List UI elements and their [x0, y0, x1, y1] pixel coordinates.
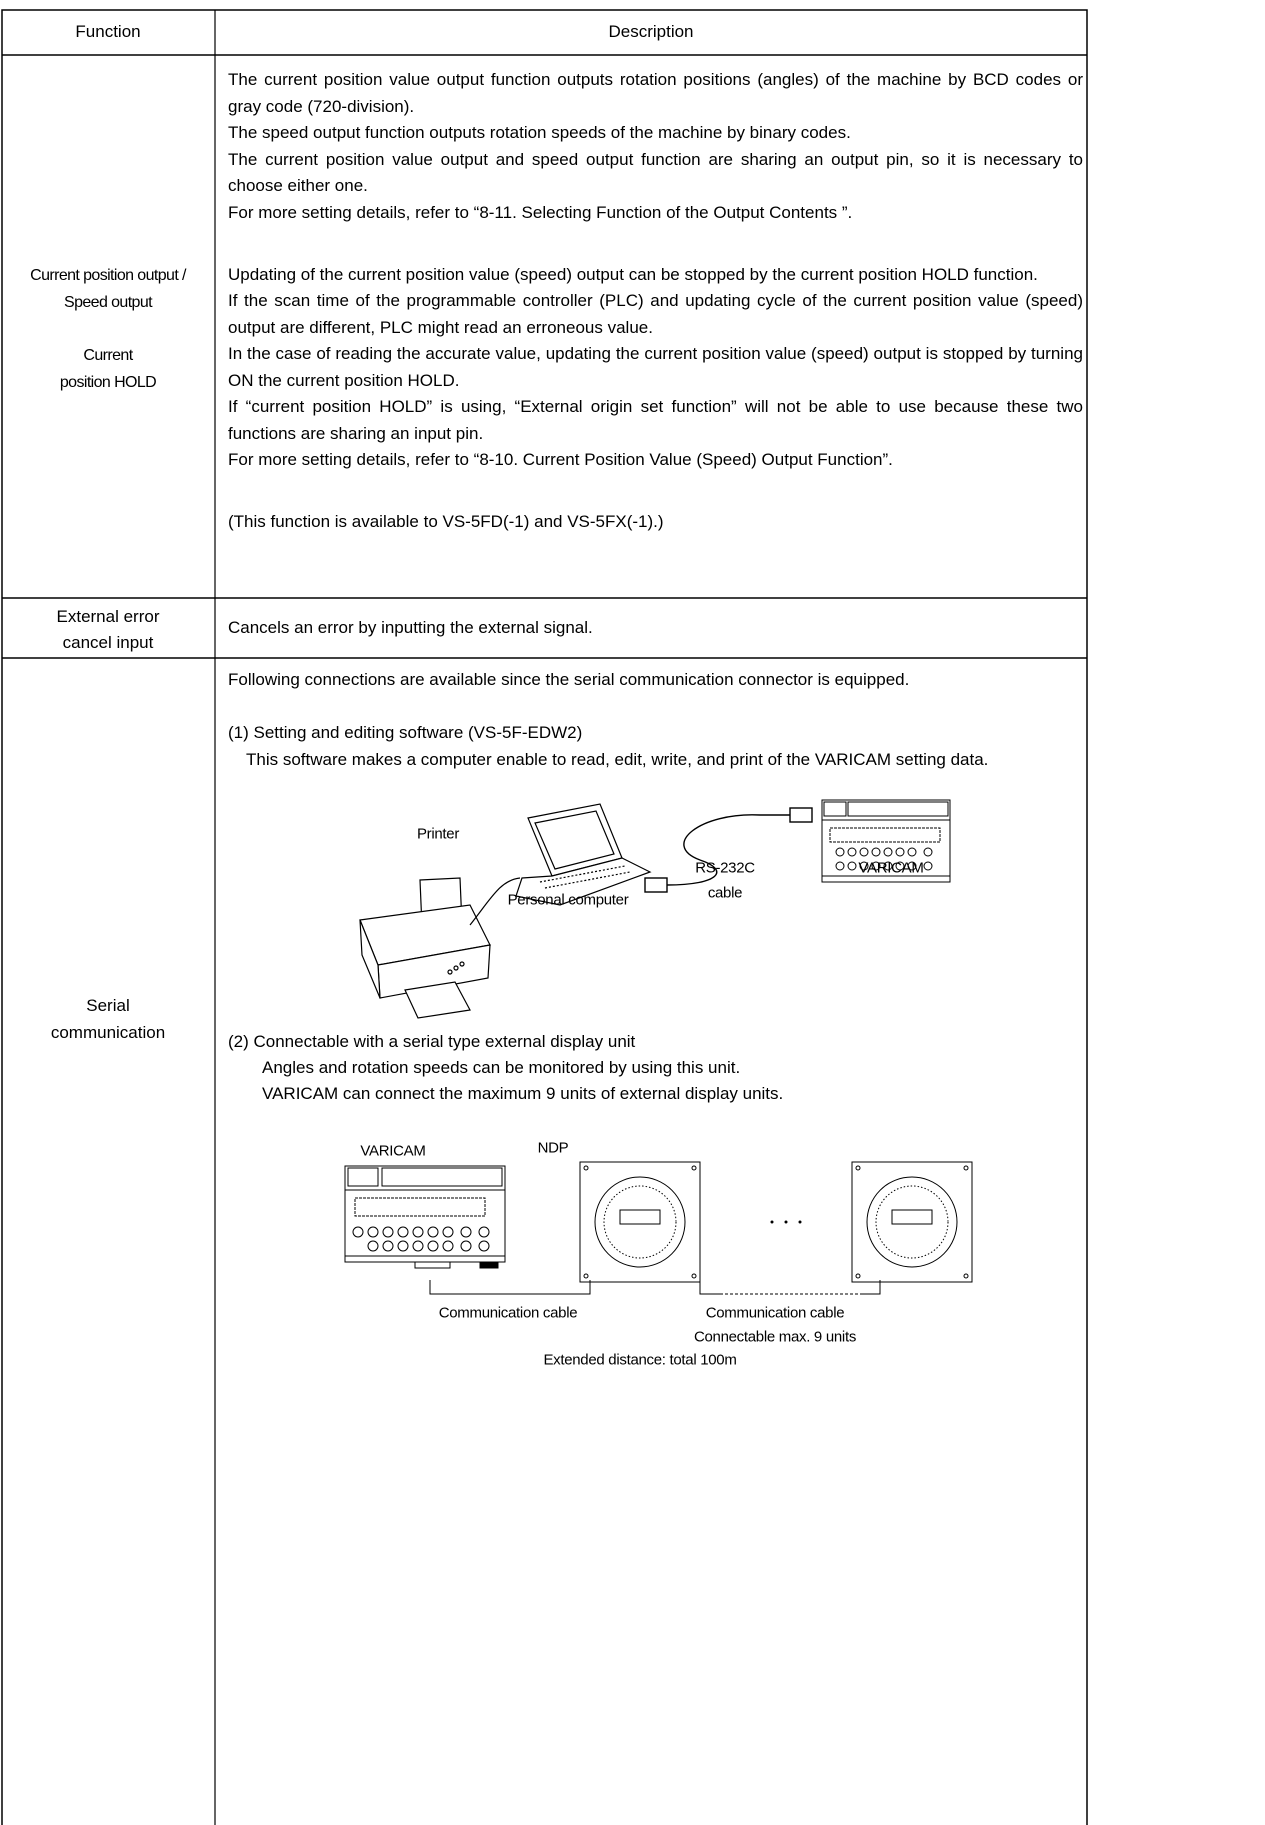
cable-icon [644, 807, 813, 893]
bracket [699, 1280, 720, 1295]
varicam-device [344, 1165, 506, 1269]
function-label: Current position output / [30, 267, 186, 284]
description: Following connections are available sinc… [228, 670, 910, 689]
ndp-device [851, 1161, 973, 1283]
paragraph-group: (This function is available to VS-5FD(-1… [228, 509, 1083, 536]
description: Cancels an error by inputting the extern… [228, 618, 593, 637]
bracket [860, 1280, 881, 1295]
item-text: VARICAM can connect the maximum 9 units … [262, 1084, 784, 1103]
item-text: This software makes a computer enable to… [246, 750, 989, 769]
item-heading: (1) Setting and editing software (VS-5F-… [228, 723, 583, 742]
diagram-label: NDP [537, 1139, 569, 1157]
item-heading: (2) Connectable with a serial type exter… [228, 1032, 636, 1051]
paragraph: For more setting details, refer to “8-11… [228, 202, 853, 222]
bracket [429, 1280, 591, 1295]
function-label: communication [50, 1023, 166, 1042]
function-label: Speed output [64, 294, 153, 311]
paragraph: For more setting details, refer to “8-10… [228, 450, 893, 469]
printer-icon [359, 877, 521, 1019]
function-label: position HOLD [59, 374, 157, 391]
diagram-label: Printer [416, 825, 460, 843]
diagram-label: Communication cable [438, 1304, 578, 1322]
paragraph: Updating of the current position value (… [228, 264, 1038, 284]
varicam-device [821, 799, 951, 883]
diagram-label: VARICAM [360, 1142, 426, 1160]
column-header: Function [75, 22, 141, 41]
laptop-icon [515, 803, 652, 906]
function-label: cancel input [62, 633, 154, 652]
paragraph: The current position value output and sp… [228, 149, 1083, 196]
diagram-label: Communication cable [705, 1304, 845, 1322]
function-label: External error [56, 607, 160, 626]
paragraph: The speed output function outputs rotati… [228, 123, 851, 142]
paragraph: (This function is available to VS-5FD(-1… [228, 512, 664, 531]
paragraph: In the case of reading the accurate valu… [228, 344, 1083, 390]
function-label: Serial [86, 996, 130, 1015]
ellipsis [770, 1220, 802, 1224]
diagram-label: VARICAM [858, 859, 924, 877]
diagram-label: Connectable max. 9 units [693, 1328, 857, 1346]
function-label: Current [83, 347, 133, 364]
column-header: Description [608, 22, 694, 41]
diagram-label: Personal computer [507, 891, 629, 909]
diagram-label: cable [707, 884, 743, 902]
paragraph-group: The current position value output functi… [228, 67, 1083, 226]
description: The current position value output functi… [228, 67, 1083, 571]
paragraph: The current position value output functi… [228, 70, 1083, 116]
ndp-device [579, 1161, 701, 1283]
diagram-label: Extended distance: total 100m [543, 1351, 737, 1369]
paragraph: If “current position HOLD” is using, “Ex… [228, 397, 1083, 443]
paragraph: If the scan time of the programmable con… [228, 291, 1083, 337]
item-text: Angles and rotation speeds can be monito… [262, 1058, 741, 1077]
diagram-label: RS-232C [695, 859, 755, 877]
paragraph-group: Updating of the current position value (… [228, 262, 1083, 474]
